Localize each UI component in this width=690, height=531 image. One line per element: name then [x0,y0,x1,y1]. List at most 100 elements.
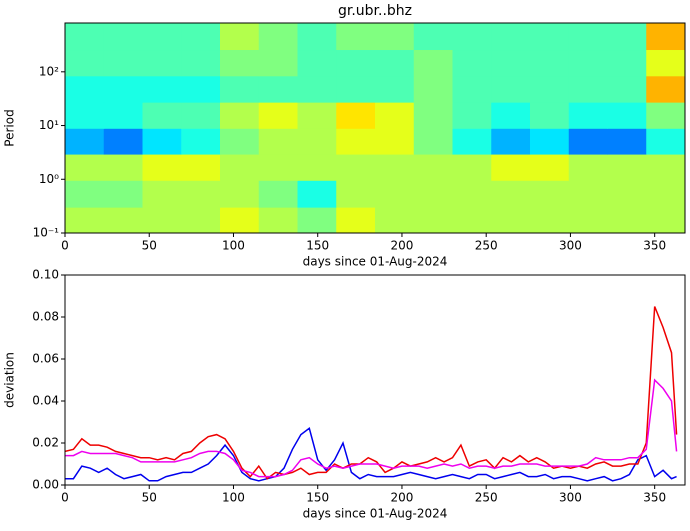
heat-cell [413,49,453,77]
x-tick-label: 0 [61,491,69,505]
x-tick-label: 350 [643,239,666,253]
y-tick-label: 0.02 [32,436,59,450]
heat-cell [336,102,376,129]
x-tick-label: 200 [391,239,414,253]
heat-cell [607,102,647,129]
heat-cell [452,49,492,77]
y-tick-label: 10⁰ [39,172,59,186]
heat-cell [142,23,182,51]
heat-cell [491,75,531,103]
series-line [65,427,677,482]
heat-cell [258,207,298,233]
heat-cell [607,154,647,181]
heat-cell [258,128,298,155]
heat-cell [181,49,221,77]
heat-cell [103,23,143,51]
heat-cell [297,49,337,77]
heat-cell [65,207,105,233]
heat-cell [491,154,531,181]
heat-cell [181,102,221,129]
heat-cell [181,180,221,208]
x-tick-label: 50 [142,239,157,253]
heat-cell [568,180,608,208]
axes-frame [64,274,686,486]
x-tick-label: 100 [222,491,245,505]
heat-cell [65,180,105,208]
heat-cell [607,180,647,208]
heat-cell [607,49,647,77]
heat-cell [646,102,685,129]
heat-cell [220,128,260,155]
heat-cell [220,23,260,51]
heat-cell [491,207,531,233]
heat-cell [375,154,415,181]
heat-cell [258,102,298,129]
heat-cell [142,207,182,233]
heat-cell [65,49,105,77]
heat-cell [103,49,143,77]
heat-cell [220,207,260,233]
heat-cell [413,180,453,208]
x-tick-label: 300 [559,491,582,505]
heat-cell [336,49,376,77]
heat-cell [491,102,531,129]
y-tick-label: 0.04 [32,394,59,408]
x-tick-label: 150 [306,491,329,505]
heat-cell [375,207,415,233]
y-tick-label: 0.08 [32,310,59,324]
heat-cell [258,180,298,208]
heat-cell [142,102,182,129]
heat-cell [375,23,415,51]
heat-cell [181,128,221,155]
heat-cell [258,23,298,51]
heat-cell [452,102,492,129]
heat-cell [336,180,376,208]
heat-cell [142,154,182,181]
heat-cell [607,23,647,51]
heat-cell [65,75,105,103]
heat-cell [297,23,337,51]
x-tick-label: 50 [142,491,157,505]
heat-cell [607,207,647,233]
heat-cell [336,23,376,51]
heat-cell [413,154,453,181]
heat-cell [142,180,182,208]
heat-cell [103,128,143,155]
heat-cell [103,180,143,208]
heat-cell [220,154,260,181]
series-line [65,378,678,478]
heat-cell [568,49,608,77]
heat-cell [181,154,221,181]
heat-cell [103,207,143,233]
heat-cell [258,49,298,77]
heat-cell [413,102,453,129]
heat-cell [530,102,570,129]
heat-cell [375,128,415,155]
heat-cell [530,23,570,51]
heat-cell [336,75,376,103]
heat-cell [646,128,685,155]
x-tick-label: 150 [306,239,329,253]
heat-cell [220,75,260,103]
heat-cell [452,207,492,233]
y-axis-label: deviation [3,352,17,408]
heat-cell [65,128,105,155]
y-tick-label: 10¹ [39,118,59,132]
heat-cell [491,23,531,51]
heat-cell [297,207,337,233]
heat-cell [297,75,337,103]
series-line [65,306,678,480]
heat-cell [103,102,143,129]
heat-cell [452,75,492,103]
x-axis-label: days since 01-Aug-2024 [303,255,448,269]
heat-cell [103,75,143,103]
heat-cell [646,154,685,181]
heat-cell [530,49,570,77]
x-tick-label: 250 [475,491,498,505]
heat-cell [336,207,376,233]
heat-cell [375,49,415,77]
heat-cell [142,49,182,77]
heat-cell [375,102,415,129]
heat-cell [103,154,143,181]
